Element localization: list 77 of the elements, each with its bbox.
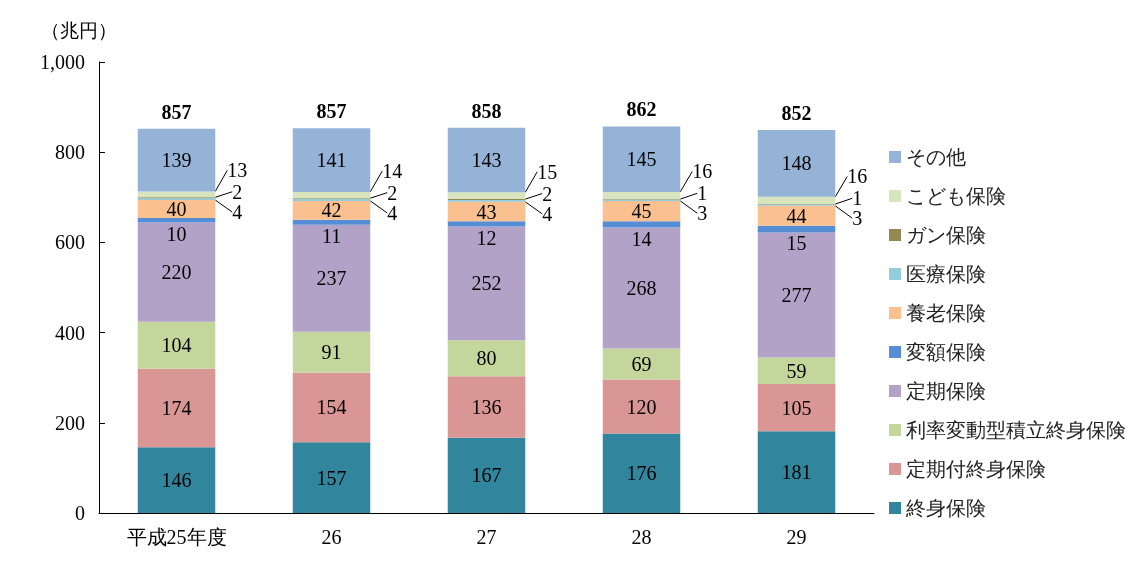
data-label: 220 (161, 261, 192, 284)
legend-label: 利率変動型積立終身保険 (906, 419, 1126, 441)
data-label: 181 (781, 461, 812, 484)
data-label: 167 (471, 464, 502, 487)
data-label: 146 (161, 469, 192, 492)
data-label: 141 (316, 149, 347, 172)
x-tick-label: 平成25年度 (126, 526, 227, 548)
y-tick-label: 0 (75, 502, 85, 524)
x-tick-label: 26 (321, 526, 342, 548)
data-label: 1 (697, 182, 708, 205)
data-label: 15 (537, 160, 558, 183)
x-tick-label: 29 (786, 526, 807, 548)
legend-label: 定期付終身保険 (906, 458, 1046, 480)
total-label: 852 (781, 102, 812, 125)
legend-label: ガン保険 (906, 224, 986, 246)
total-label: 858 (471, 99, 502, 122)
data-label: 120 (626, 395, 657, 418)
data-label: 139 (161, 149, 192, 172)
data-label: 91 (321, 341, 342, 364)
data-label: 80 (476, 347, 497, 370)
data-label: 59 (786, 359, 807, 382)
data-label: 105 (781, 396, 812, 419)
data-label: 176 (626, 462, 657, 485)
data-label: 11 (321, 224, 342, 247)
data-label: 42 (321, 199, 342, 222)
x-tick-label: 27 (476, 526, 497, 548)
data-label: 252 (471, 272, 502, 295)
data-label: 268 (626, 276, 657, 299)
data-label: 2 (232, 180, 243, 203)
legend-label: 定期保険 (906, 380, 986, 402)
data-label: 3 (852, 207, 863, 230)
data-label: 145 (626, 148, 657, 171)
data-label: 40 (166, 198, 187, 221)
data-label: 143 (471, 149, 502, 172)
data-label: 14 (631, 227, 652, 250)
data-label: 1 (852, 187, 863, 210)
data-label: 148 (781, 152, 812, 175)
data-label: 277 (781, 283, 812, 306)
data-label: 45 (631, 200, 652, 223)
data-label: 2 (542, 182, 553, 205)
total-label: 862 (626, 98, 657, 121)
data-label: 3 (697, 202, 708, 225)
data-label: 10 (166, 222, 187, 245)
data-label: 157 (316, 466, 347, 489)
y-tick-label: 200 (55, 411, 85, 434)
data-label: 136 (471, 396, 502, 419)
y-axis-title: （兆円） (41, 20, 117, 41)
data-label: 15 (786, 232, 807, 255)
data-label: 44 (786, 204, 807, 227)
data-label: 43 (476, 200, 497, 223)
data-label: 4 (542, 202, 553, 225)
data-label: 14 (382, 160, 403, 183)
data-label: 4 (387, 202, 398, 225)
data-label: 69 (631, 352, 652, 375)
y-tick-label: 400 (55, 321, 85, 344)
total-label: 857 (161, 100, 192, 123)
legend-label: 医療保険 (906, 263, 986, 285)
data-label: 12 (476, 226, 497, 249)
data-label: 4 (232, 201, 243, 224)
data-label: 16 (847, 165, 868, 188)
y-tick-label: 800 (55, 141, 85, 164)
x-tick-label: 28 (631, 526, 652, 548)
legend-label: その他 (906, 146, 966, 168)
y-tick-label: 600 (55, 231, 85, 254)
data-label: 154 (316, 396, 347, 419)
legend-label: 終身保険 (905, 497, 986, 519)
legend-label: こども保険 (906, 185, 1006, 207)
total-label: 857 (316, 100, 347, 123)
data-label: 16 (692, 160, 713, 183)
y-tick-label: 1,000 (40, 51, 85, 73)
data-label: 2 (387, 181, 398, 204)
legend-label: 養老保険 (906, 302, 986, 324)
data-label: 104 (161, 334, 192, 357)
legend-label: 変額保険 (906, 341, 986, 363)
data-label: 237 (316, 267, 347, 290)
data-label: 174 (161, 396, 192, 419)
data-label: 13 (227, 159, 248, 182)
